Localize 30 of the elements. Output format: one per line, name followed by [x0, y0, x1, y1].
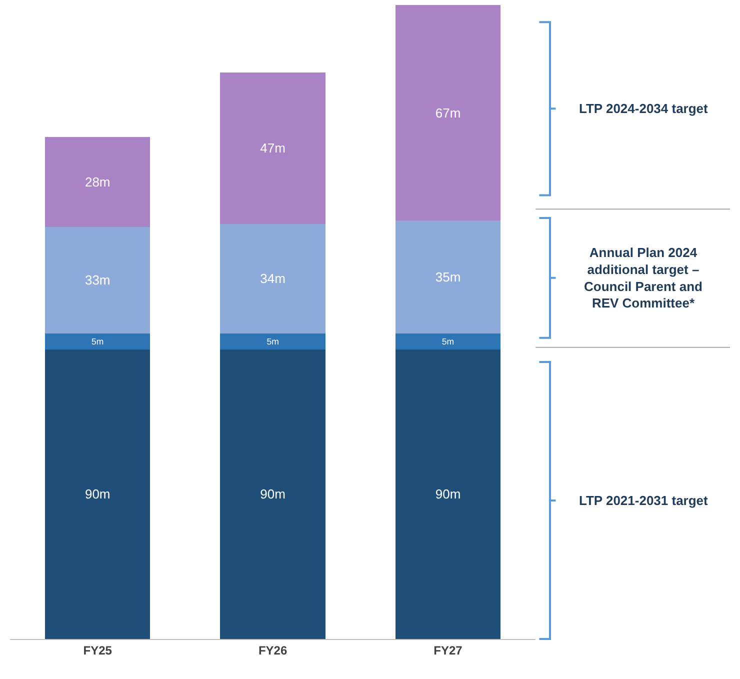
bar [220, 333, 326, 350]
bar [395, 220, 501, 334]
bar [395, 333, 501, 350]
bar [220, 72, 326, 224]
x-tick-label: FY26 [258, 643, 288, 658]
text: Annual Plan 2024 additional target – Council Parent and REV Committee* [584, 245, 703, 311]
bar [395, 349, 501, 639]
bar [45, 136, 150, 228]
text: LTP 2021-2031 target [579, 493, 709, 508]
data-label: 33m [84, 272, 110, 288]
data-label: 90m [435, 486, 461, 502]
data-label: 35m [435, 269, 461, 284]
x-tick-label: FY27 [434, 643, 463, 658]
data-label: 47m [260, 140, 286, 156]
data-label: 34m [260, 271, 286, 286]
data-label: 28m [84, 174, 110, 190]
bar [395, 5, 501, 221]
bar [45, 349, 150, 639]
data-label: 67m [435, 105, 461, 120]
data-label: 5m [266, 336, 279, 346]
bar [45, 227, 150, 334]
data-label: 90m [84, 486, 110, 502]
bar [220, 349, 326, 639]
bar [220, 224, 326, 334]
x-tick-label: FY25 [83, 643, 112, 658]
data-label: 90m [260, 486, 286, 502]
text: LTP 2024-2034 target [579, 101, 709, 116]
bar [45, 333, 150, 350]
data-label: 5m [92, 336, 104, 346]
data-label: 5m [442, 336, 454, 346]
